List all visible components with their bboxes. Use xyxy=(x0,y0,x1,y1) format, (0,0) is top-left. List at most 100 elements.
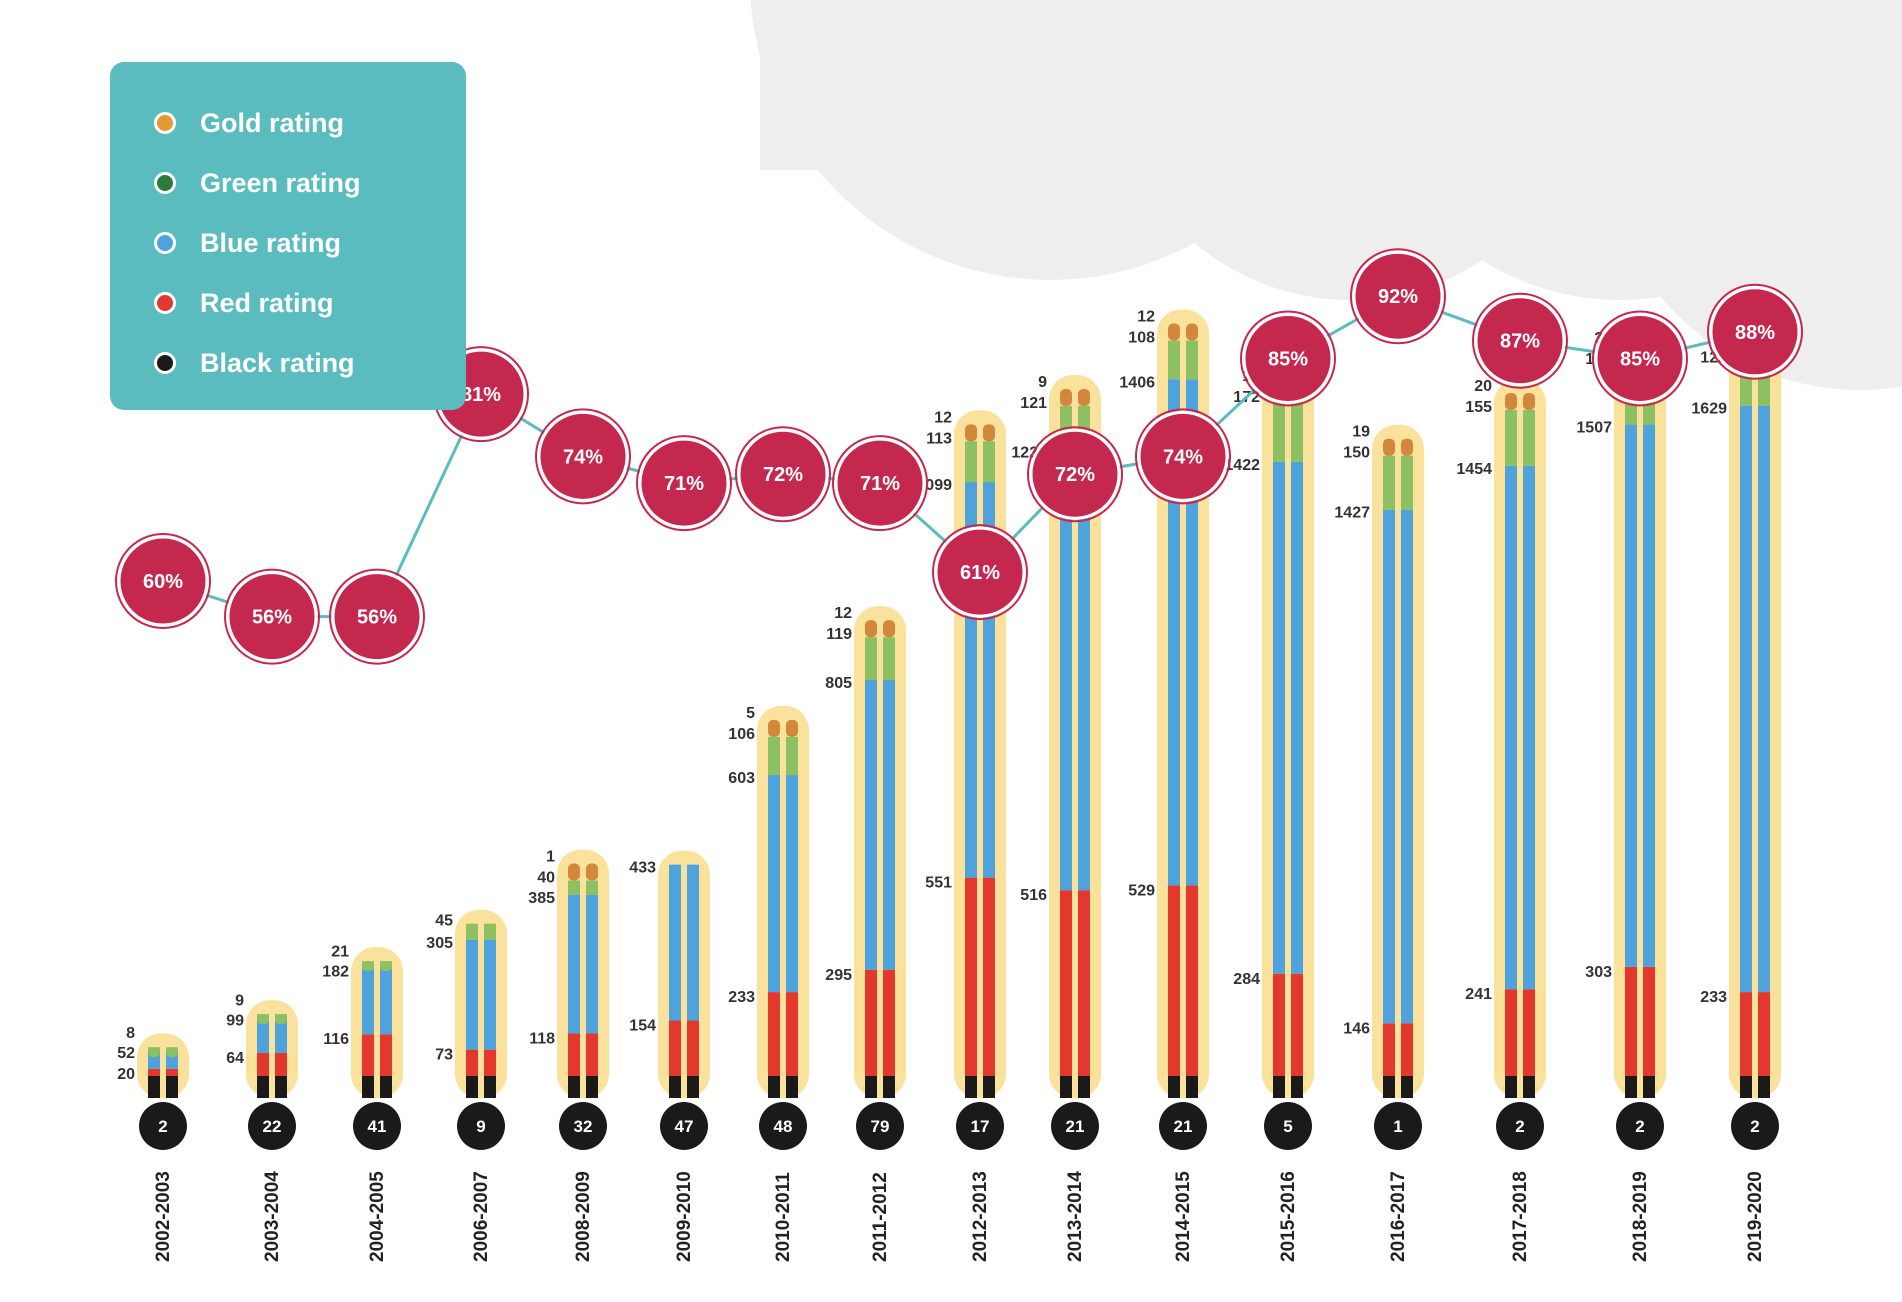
bar-segment-green xyxy=(768,736,780,776)
percent-marker-ring xyxy=(115,533,211,629)
bar-segment-black xyxy=(1168,1076,1180,1098)
black-dot-icon xyxy=(154,352,176,374)
black-count-badge xyxy=(956,1102,1004,1150)
bar-segment-black xyxy=(1060,1076,1072,1098)
black-count-label: 21 xyxy=(1066,1117,1085,1136)
value-label: 529 xyxy=(1128,883,1155,900)
bar-segment-gold xyxy=(1523,393,1535,410)
bar-segment-red xyxy=(1060,890,1072,1076)
value-label: 52 xyxy=(117,1045,135,1062)
value-label: 21 xyxy=(331,944,349,961)
bar-segment-gold xyxy=(1505,393,1517,410)
bar-segment-blue xyxy=(1273,461,1285,974)
percent-label: 71% xyxy=(860,473,900,495)
bar-segment-red xyxy=(586,1033,598,1076)
category-label: 2012-2013 xyxy=(970,1171,991,1262)
bar-segment-black xyxy=(1273,1076,1285,1098)
bar-segment-red xyxy=(1625,966,1637,1076)
bar-segment-blue xyxy=(568,894,580,1034)
percent-marker xyxy=(537,410,629,502)
bar-segment-black xyxy=(687,1076,699,1098)
bar-segment-red xyxy=(1383,1023,1395,1076)
percent-marker xyxy=(737,428,829,520)
bar-segment-black xyxy=(1643,1076,1655,1098)
percent-marker-ring xyxy=(832,435,928,532)
percent-marker-ring xyxy=(636,435,732,532)
bar-tube-cap xyxy=(275,1014,287,1025)
black-count-label: 48 xyxy=(774,1117,793,1136)
bar-segment-gold xyxy=(586,863,598,881)
value-label: 73 xyxy=(435,1047,453,1064)
bar-segment-blue xyxy=(687,864,699,1021)
bar-segment-blue xyxy=(865,680,877,970)
legend-label: Red rating xyxy=(200,287,334,318)
bars-layer xyxy=(137,309,1781,1099)
bar-segment-blue xyxy=(257,1017,269,1053)
bar-capsule xyxy=(1372,424,1424,1099)
bar-segment-black xyxy=(1383,1076,1395,1098)
black-count-label: 5 xyxy=(1283,1117,1292,1136)
black-count-label: 41 xyxy=(368,1117,387,1136)
percent-line xyxy=(162,294,1756,619)
value-label: 116 xyxy=(323,1031,349,1048)
bar-segment-red xyxy=(568,1033,580,1076)
percent-line-layer: 60% 56% 56% 81% 74% 71% 72% 71% 61% 72% 74% 85% 92% 8… xyxy=(115,248,1803,665)
value-label: 12 xyxy=(934,409,952,426)
value-label: 433 xyxy=(629,860,656,877)
black-count-label: 2 xyxy=(158,1117,167,1136)
bar-segment-black xyxy=(768,1076,780,1098)
percent-marker-ring xyxy=(329,568,425,665)
bar-segment-blue xyxy=(1740,405,1752,993)
bar-segment-red xyxy=(362,1034,374,1076)
black-count-badge xyxy=(457,1102,505,1150)
bar-tube-cap xyxy=(669,864,681,875)
bar-capsule xyxy=(954,410,1006,1098)
value-label: 241 xyxy=(1465,986,1492,1003)
bar-capsule xyxy=(246,1000,298,1098)
value-label: 8 xyxy=(126,1025,135,1042)
bar-segment-gold xyxy=(865,620,877,638)
percent-marker-ring xyxy=(932,524,1028,621)
percent-marker xyxy=(1474,295,1566,387)
legend-item-gold: Gold rating xyxy=(154,103,344,143)
value-label: 19 xyxy=(1352,424,1370,441)
bar-tube-cap xyxy=(257,1014,269,1025)
percent-marker-ring xyxy=(1350,248,1446,345)
bar-segment-blue xyxy=(586,894,598,1034)
bar-segment-gold xyxy=(1186,323,1198,341)
bar-segment-black xyxy=(586,1076,598,1098)
category-label: 2015-2016 xyxy=(1278,1171,1299,1262)
percent-label: 92% xyxy=(1378,286,1418,308)
bar-segment-black xyxy=(1078,1076,1090,1098)
black-count-label: 79 xyxy=(871,1117,890,1136)
black-count-label: 17 xyxy=(971,1117,990,1136)
background-cloud xyxy=(760,0,1902,170)
bar-capsule xyxy=(1614,330,1666,1098)
value-label: 9 xyxy=(235,992,244,1009)
bar-segment-black xyxy=(1186,1076,1198,1098)
percent-label: 60% xyxy=(143,571,183,593)
value-label: 182 xyxy=(322,964,349,981)
percent-marker-ring xyxy=(1027,426,1123,523)
value-label: 12 xyxy=(1137,309,1155,326)
bar-segment-blue xyxy=(1168,379,1180,886)
black-count-badge xyxy=(1159,1102,1207,1150)
bar-segment-red xyxy=(1740,992,1752,1076)
bar-segment-black xyxy=(166,1076,178,1098)
value-label: 121 xyxy=(1020,395,1047,412)
bar-segment-blue xyxy=(1625,424,1637,967)
black-count-badge xyxy=(139,1102,187,1150)
bar-segment-red xyxy=(669,1020,681,1076)
category-label: 2009-2010 xyxy=(674,1171,695,1262)
value-label: 99 xyxy=(226,1012,244,1029)
percent-marker-ring xyxy=(224,568,320,665)
value-label: 295 xyxy=(825,967,852,984)
percent-marker xyxy=(331,571,423,663)
percent-marker xyxy=(1594,313,1686,404)
black-count-label: 2 xyxy=(1635,1117,1644,1136)
bar-segment-black xyxy=(1523,1076,1535,1098)
bar-segment-red xyxy=(865,969,877,1076)
value-label: 516 xyxy=(1020,887,1047,904)
percent-marker xyxy=(1352,250,1444,342)
